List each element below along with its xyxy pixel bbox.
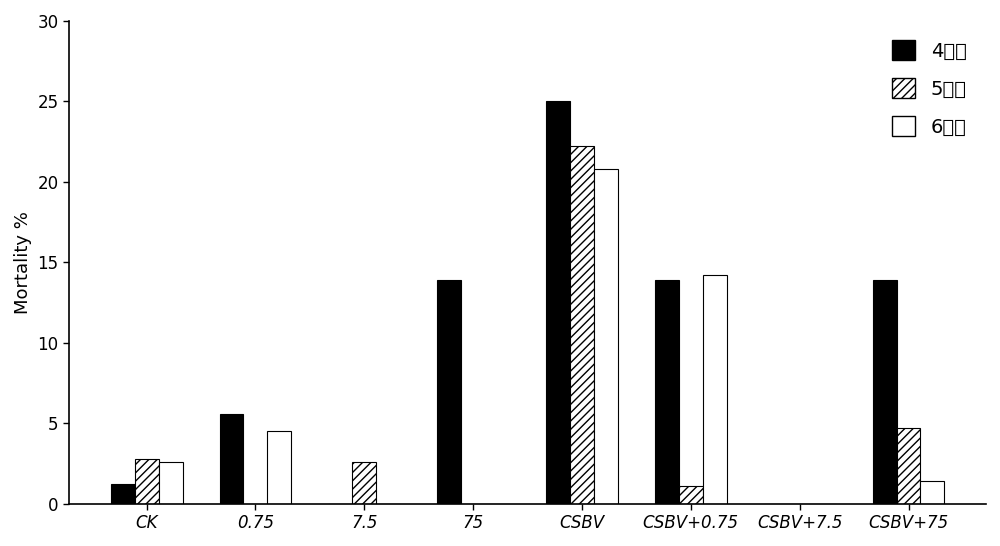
Bar [897, 428, 920, 504]
Bar [546, 102, 570, 504]
Bar [111, 484, 135, 504]
Bar [267, 431, 291, 504]
Bar [159, 462, 183, 504]
Bar [570, 146, 594, 504]
Bar [594, 169, 618, 504]
Bar [920, 481, 944, 504]
Bar [135, 459, 159, 504]
Bar [352, 462, 376, 504]
Y-axis label: Mortality %: Mortality % [14, 211, 32, 314]
Bar [873, 280, 897, 504]
Bar [679, 486, 703, 504]
Legend: 4日龄, 5日龄, 6日龄: 4日龄, 5日龄, 6日龄 [882, 31, 976, 147]
Bar [220, 413, 243, 504]
Bar [437, 280, 461, 504]
Bar [655, 280, 679, 504]
Bar [703, 275, 727, 504]
